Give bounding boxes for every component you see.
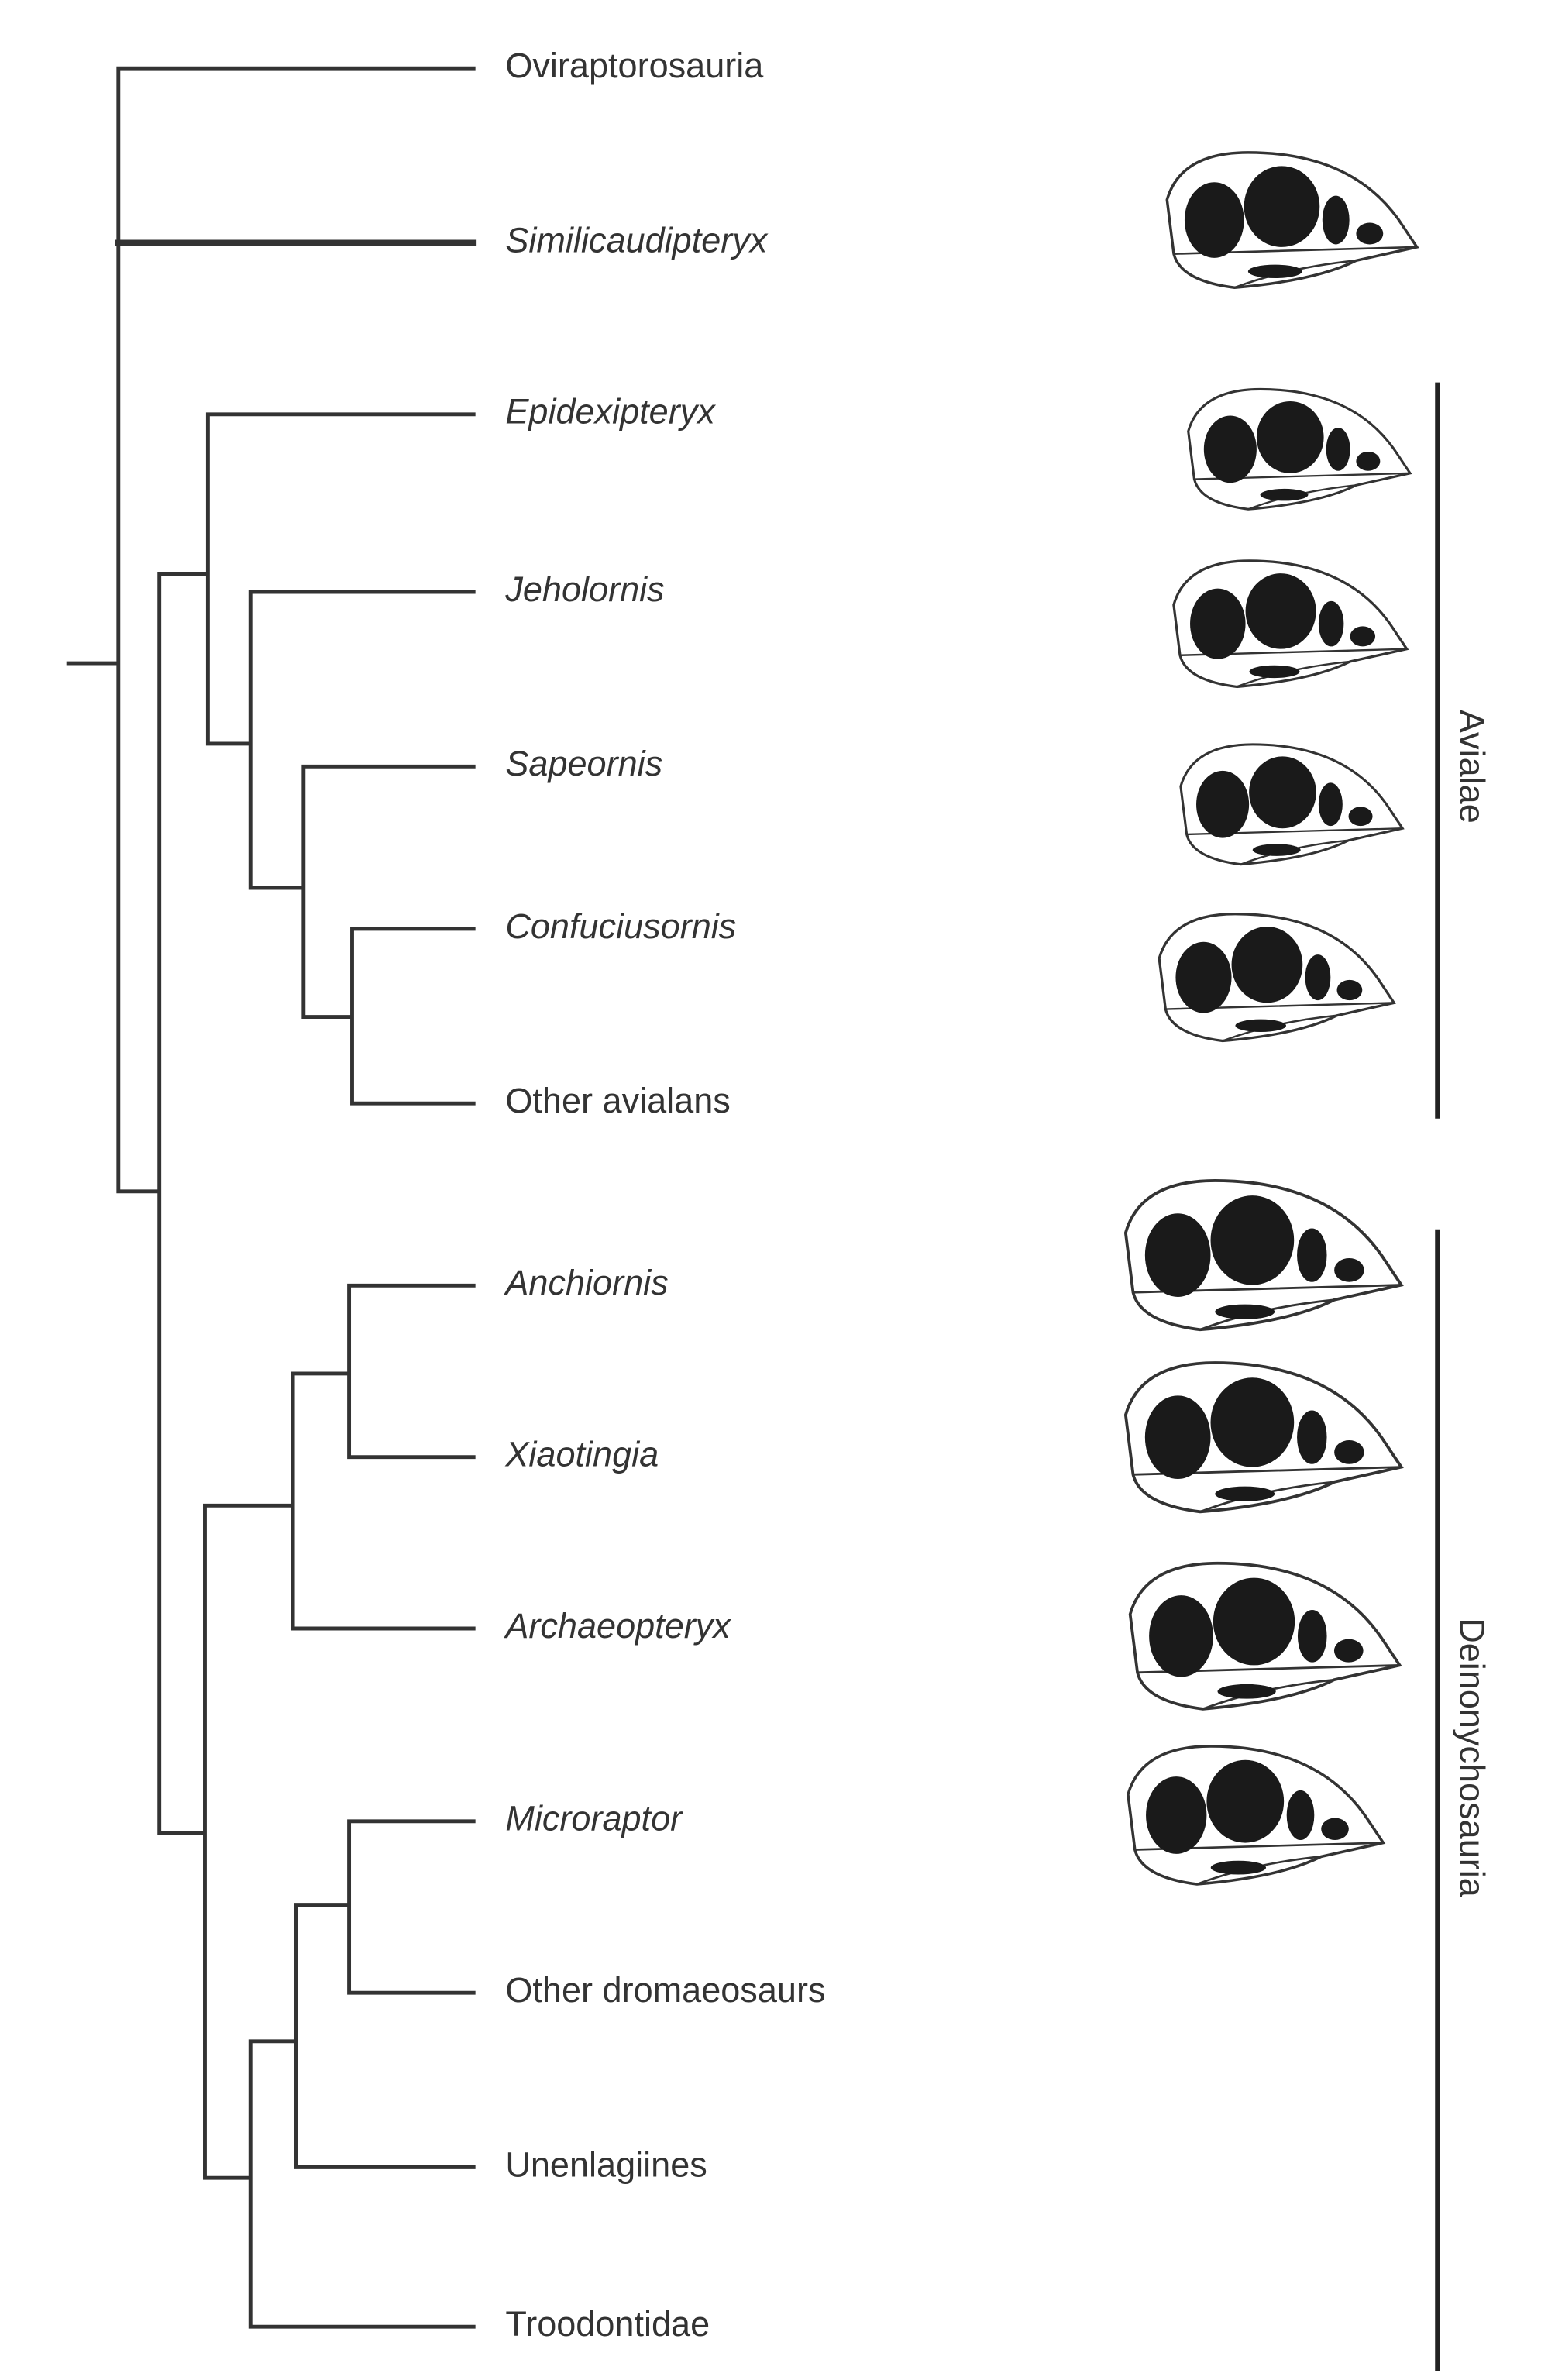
clade-label: Deinonychosauria <box>1452 1618 1491 1898</box>
skull <box>1123 1178 1403 1332</box>
taxon-label: Troodontidae <box>505 2304 710 2344</box>
taxon-label: Other dromaeosaurs <box>505 1970 825 2010</box>
taxon-label: Microraptor <box>505 1799 683 1838</box>
tree-branches <box>66 66 476 2329</box>
clade-label: Avialae <box>1452 710 1491 824</box>
skull <box>1158 912 1395 1043</box>
taxon-label: Unenlagiines <box>505 2144 707 2184</box>
taxon-label: Sapeornis <box>505 744 662 783</box>
skull <box>1167 153 1417 287</box>
skull <box>1179 743 1405 866</box>
skull <box>1123 1361 1403 1514</box>
skull-drawings <box>1123 153 1417 1884</box>
skull <box>1128 1561 1402 1711</box>
taxon-labels: Oviraptorosauria Similicaudipteryx Epide… <box>503 46 825 2344</box>
taxon-label: Xiaotingia <box>504 1435 659 1474</box>
taxon-label: Anchiornis <box>503 1263 668 1302</box>
taxon-label: Archaeopteryx <box>503 1606 731 1646</box>
taxon-label: Epidexipteryx <box>505 392 716 432</box>
taxon-label: Oviraptorosauria <box>505 46 764 85</box>
skull <box>1172 559 1409 689</box>
taxon-label: Confuciusornis <box>505 906 736 946</box>
clade-brackets: Avialae Deinonychosauria <box>1435 382 1491 2371</box>
taxon-label: Jeholornis <box>504 569 664 609</box>
skull <box>1186 387 1412 511</box>
diagram: Oviraptorosauria Similicaudipteryx Epide… <box>66 46 1491 2371</box>
taxon-label: Other avialans <box>505 1081 730 1120</box>
taxon-label: Similicaudipteryx <box>505 220 768 260</box>
skull <box>1128 1746 1383 1884</box>
